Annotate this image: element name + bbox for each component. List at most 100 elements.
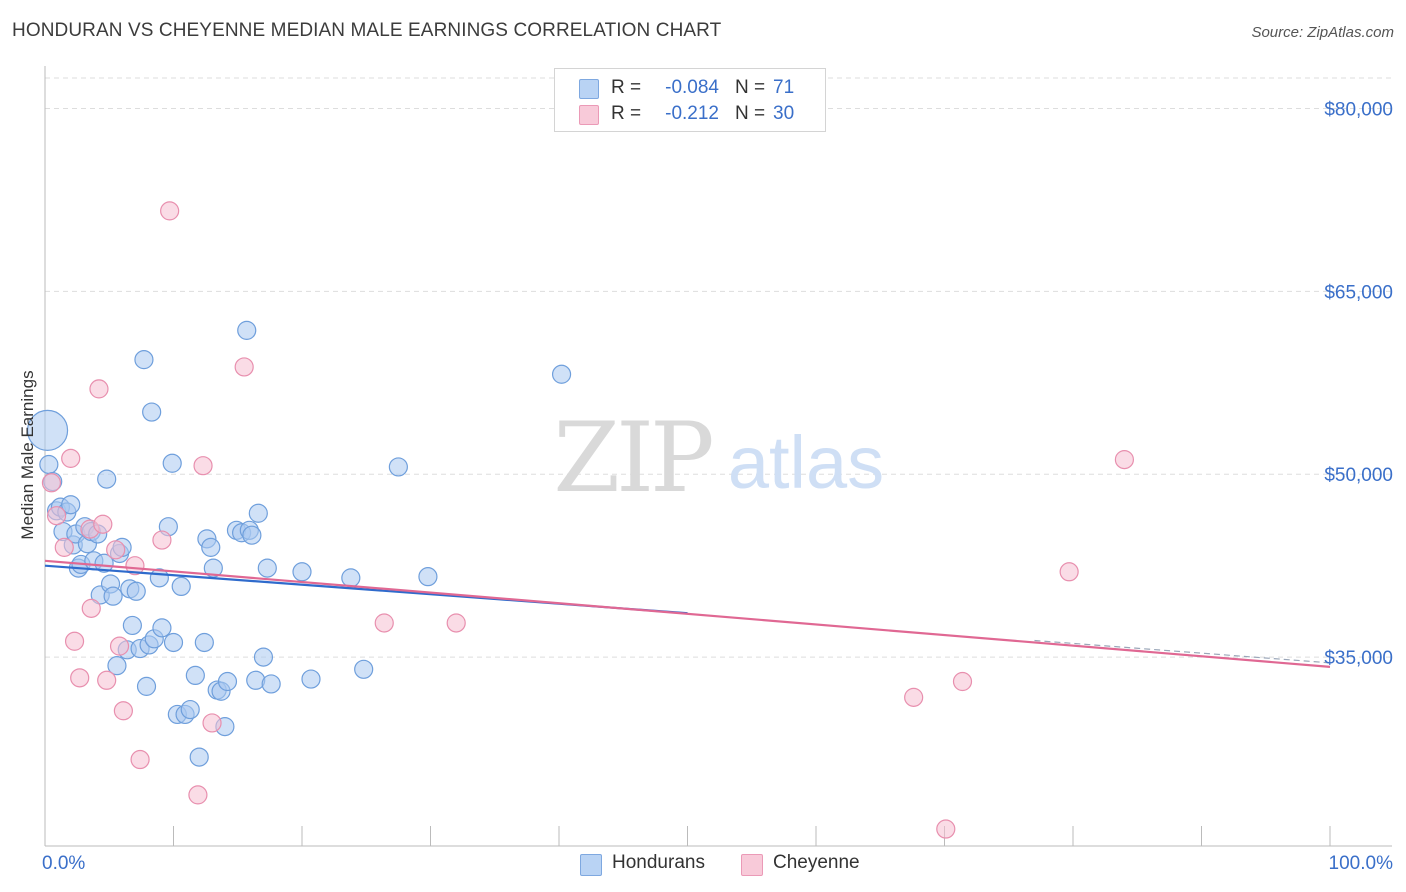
cheyenne-point — [81, 598, 101, 618]
honduran-point — [103, 586, 123, 606]
cheyenne-legend-label: Cheyenne — [773, 852, 860, 873]
cheyenne-point — [188, 785, 208, 805]
honduran-point — [134, 350, 154, 370]
watermark-atlas: atlas — [728, 421, 884, 504]
honduran-point — [292, 562, 312, 582]
cheyenne-swatch — [579, 105, 599, 125]
cheyenne-point — [97, 670, 117, 690]
cheyenne-point — [1114, 450, 1135, 470]
cheyenne-trend-line — [44, 559, 1331, 668]
honduran-point — [163, 632, 184, 653]
honduran-point — [189, 747, 209, 767]
series-legend: Hondurans Cheyenne — [0, 852, 1406, 878]
honduran-point — [97, 469, 117, 489]
honduran-point — [136, 676, 157, 696]
cheyenne-point — [374, 613, 394, 633]
y-tick-label: $65,000 — [1324, 282, 1393, 303]
honduran-point — [253, 647, 274, 667]
axes — [44, 66, 1392, 847]
honduran-point — [122, 615, 142, 636]
legend-n-value: 30 — [773, 103, 795, 124]
y-tick-label: $80,000 — [1324, 99, 1393, 120]
legend-row-cheyenne: R = -0.212 N = 30 — [555, 101, 825, 127]
hondurans-swatch — [579, 79, 599, 99]
honduran-point — [248, 503, 268, 523]
chart-source: Source: ZipAtlas.com — [1251, 24, 1394, 41]
honduran-point — [152, 618, 172, 638]
x-tick-label-right: 100.0% — [1329, 853, 1394, 874]
cheyenne-point — [61, 448, 81, 468]
honduran-point — [39, 454, 59, 475]
hondurans-legend-swatch — [580, 854, 602, 876]
cheyenne-point — [936, 819, 956, 839]
cheyenne-point — [70, 668, 90, 688]
tick-labels: $80,000 $65,000 $50,000 $35,000 0.0% 100.0% — [42, 99, 1393, 874]
cheyenne-point — [46, 506, 67, 526]
watermark-zip: ZIP — [553, 402, 712, 514]
correlation-legend: R = -0.084 N = 71 R = -0.212 N = 30 — [554, 68, 826, 132]
cheyenne-points — [41, 201, 1135, 839]
legend-row-hondurans: R = -0.084 N = 71 — [555, 75, 825, 101]
legend-n-label: N = — [735, 77, 766, 98]
honduran-point — [180, 699, 200, 720]
cheyenne-point — [952, 671, 973, 692]
honduran-point — [388, 457, 408, 477]
honduran-point — [301, 669, 321, 689]
cheyenne-point — [109, 636, 130, 656]
honduran-point — [341, 568, 361, 588]
y-tick-label: $50,000 — [1324, 465, 1393, 486]
legend-r-value: -0.212 — [665, 103, 719, 124]
legend-r-label: R = — [611, 77, 642, 98]
legend-r-label: R = — [611, 103, 642, 124]
honduran-point — [261, 674, 281, 694]
cheyenne-point — [904, 687, 924, 707]
honduran-point — [126, 581, 146, 601]
honduran-point — [107, 656, 127, 676]
honduran-point — [26, 409, 69, 451]
honduran-point — [217, 671, 238, 692]
cheyenne-legend-swatch — [741, 854, 763, 876]
legend-r-value: -0.084 — [665, 77, 719, 98]
honduran-point — [185, 665, 205, 686]
cheyenne-point — [64, 631, 85, 651]
honduran-point — [162, 453, 182, 473]
cheyenne-point — [193, 456, 213, 476]
cheyenne-point — [93, 514, 113, 534]
cheyenne-point — [106, 540, 126, 560]
honduran-point — [257, 558, 277, 578]
honduran-point — [142, 402, 162, 422]
cheyenne-point — [234, 357, 254, 377]
y-tick-label: $35,000 — [1324, 648, 1393, 669]
cheyenne-point — [41, 473, 62, 493]
honduran-point — [194, 632, 214, 653]
honduran-point — [94, 553, 114, 573]
cheyenne-point — [446, 613, 466, 633]
honduran-point — [354, 659, 374, 679]
honduran-point — [171, 576, 191, 597]
honduran-point — [61, 495, 81, 515]
watermark: ZIP atlas — [553, 402, 884, 514]
cheyenne-point — [1059, 562, 1079, 582]
honduran-point — [551, 364, 572, 384]
chart-title: HONDURAN VS CHEYENNE MEDIAN MALE EARNING… — [12, 20, 722, 41]
cheyenne-point — [202, 713, 222, 733]
cheyenne-point — [125, 556, 145, 576]
legend-n-value: 71 — [773, 77, 795, 98]
trend-lines — [44, 559, 1331, 668]
honduran-point — [418, 567, 438, 587]
cheyenne-point — [152, 530, 172, 550]
cheyenne-point — [130, 749, 150, 770]
cheyenne-point — [113, 701, 133, 721]
cheyenne-point — [89, 379, 109, 399]
honduran-point — [242, 525, 262, 545]
honduran-point — [201, 537, 221, 557]
honduran-point — [237, 320, 257, 340]
legend-n-label: N = — [735, 103, 766, 124]
hondurans-trend-extension — [1034, 639, 1331, 664]
x-tick-label-left: 0.0% — [42, 853, 85, 874]
y-axis-label: Median Male Earnings — [18, 370, 37, 539]
cheyenne-point — [54, 537, 74, 557]
cheyenne-point — [160, 201, 180, 221]
hondurans-legend-label: Hondurans — [612, 852, 705, 873]
